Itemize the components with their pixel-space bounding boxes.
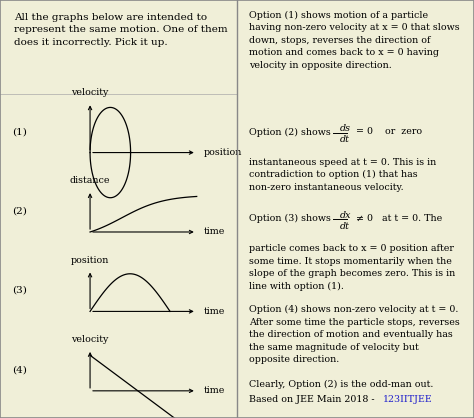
Text: = 0    or  zero: = 0 or zero	[356, 127, 422, 137]
Text: time: time	[204, 386, 225, 395]
Text: time: time	[204, 307, 225, 316]
Text: Clearly, Option (2) is the odd-man out.: Clearly, Option (2) is the odd-man out.	[249, 380, 433, 389]
Text: All the graphs below are intended to
represent the same motion. One of them
does: All the graphs below are intended to rep…	[14, 13, 228, 47]
Text: position: position	[71, 255, 109, 265]
Text: ds: ds	[340, 124, 351, 133]
Text: Option (4) shows non-zero velocity at t = 0.
After some time the particle stops,: Option (4) shows non-zero velocity at t …	[249, 305, 460, 364]
Text: time: time	[204, 227, 225, 237]
Text: (1): (1)	[12, 127, 27, 136]
Text: particle comes back to x = 0 position after
some time. It stops momentarily when: particle comes back to x = 0 position af…	[249, 244, 455, 291]
Text: dt: dt	[340, 222, 350, 231]
Text: dx: dx	[340, 211, 352, 220]
Text: position: position	[204, 148, 242, 157]
Text: velocity: velocity	[72, 88, 109, 97]
Text: Option (3) shows: Option (3) shows	[249, 214, 340, 223]
Text: distance: distance	[70, 176, 110, 185]
Text: (2): (2)	[12, 206, 27, 216]
Text: Option (1) shows motion of a particle
having non-zero velocity at x = 0 that slo: Option (1) shows motion of a particle ha…	[249, 10, 459, 69]
Text: (4): (4)	[12, 365, 27, 375]
Text: velocity: velocity	[72, 335, 109, 344]
Text: (3): (3)	[12, 286, 27, 295]
Text: Based on JEE Main 2018 -: Based on JEE Main 2018 -	[249, 395, 377, 404]
Text: ≠ 0   at t = 0. The: ≠ 0 at t = 0. The	[356, 214, 442, 223]
Text: dt: dt	[340, 135, 350, 144]
Text: Option (2) shows: Option (2) shows	[249, 127, 339, 137]
Text: instantaneous speed at t = 0. This is in
contradiction to option (1) that has
no: instantaneous speed at t = 0. This is in…	[249, 158, 436, 192]
Text: 123IITJEE: 123IITJEE	[383, 395, 432, 404]
